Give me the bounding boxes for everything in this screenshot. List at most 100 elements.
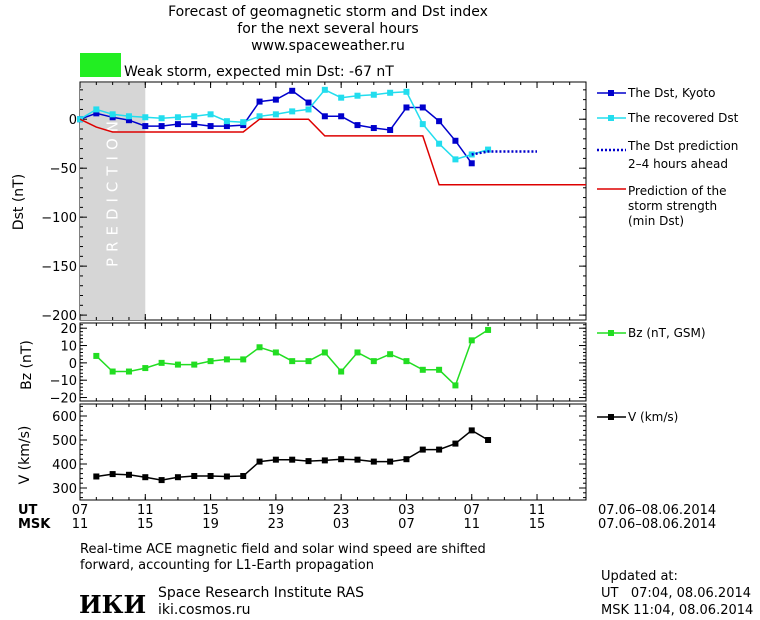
data-point (289, 358, 296, 365)
y-tick-label: −100 (41, 211, 77, 226)
legend-dst-kyoto: The Dst, Kyoto (627, 86, 715, 100)
data-point (191, 113, 198, 120)
data-point (223, 118, 230, 125)
series-2-0 (93, 427, 492, 484)
data-point (305, 358, 312, 365)
data-point (240, 473, 247, 479)
msk-axis-label: MSK (18, 517, 51, 532)
data-point (142, 365, 149, 372)
y-tick-label: 500 (52, 434, 77, 449)
data-point (125, 368, 132, 375)
series-0-2 (471, 150, 537, 156)
data-point (256, 98, 263, 105)
chart-website: www.spaceweather.ru (251, 38, 405, 54)
series-line (471, 150, 537, 156)
ut-axis-label: UT (18, 503, 38, 518)
data-point (354, 92, 361, 99)
data-point (256, 344, 263, 351)
msk-date-range: 07.06–08.06.2014 (598, 517, 716, 532)
data-point (370, 125, 377, 132)
data-point (338, 94, 345, 101)
data-point (256, 458, 263, 465)
data-point (452, 440, 459, 447)
data-point (338, 368, 345, 375)
data-point (191, 121, 198, 128)
data-point (240, 119, 247, 126)
data-point (109, 471, 116, 478)
legend-bz: Bz (nT, GSM) (628, 326, 706, 340)
updated-ut: UT 07:04, 08.06.2014 (601, 586, 751, 601)
msk-tick-label: 03 (333, 517, 350, 532)
velocity-legend: V (km/s) (597, 410, 678, 424)
data-point (93, 352, 100, 359)
data-point (436, 366, 443, 373)
data-point (191, 361, 198, 368)
storm-status-swatch (80, 53, 121, 77)
legend-storm-strength-line3: (min Dst) (628, 214, 684, 228)
data-point (354, 456, 361, 463)
velocity-panel-frame (79, 403, 587, 501)
msk-tick-label: 23 (268, 517, 285, 532)
data-point (485, 326, 492, 333)
data-point (419, 366, 426, 373)
data-point (125, 471, 132, 478)
chart-title: Forecast of geomagnetic storm and Dst in… (168, 4, 488, 20)
series-layer (77, 86, 586, 484)
data-point (256, 113, 263, 120)
storm-status-text: Weak storm, expected min Dst: -67 nT (124, 64, 394, 80)
data-point (436, 118, 443, 125)
series-line (96, 429, 489, 481)
data-point (468, 160, 475, 167)
dst-legend: The Dst, Kyoto The recovered Dst The Dst… (597, 86, 739, 228)
ut-tick-label: 15 (202, 503, 219, 518)
updated-msk: MSK 11:04, 08.06.2014 (601, 603, 753, 618)
msk-tick-label: 07 (398, 517, 415, 532)
data-point (403, 456, 410, 463)
y-tick-label: −10 (50, 374, 77, 389)
data-point (321, 86, 328, 93)
data-point (452, 382, 459, 389)
data-point (174, 361, 181, 368)
data-point (223, 123, 230, 130)
msk-tick-label: 15 (529, 517, 546, 532)
data-point (370, 458, 377, 465)
y-tick-label: 20 (60, 322, 77, 337)
data-point (403, 358, 410, 365)
data-point (272, 111, 279, 118)
data-point (158, 477, 165, 484)
data-point (109, 111, 116, 118)
data-point (207, 123, 214, 130)
data-point (93, 110, 100, 117)
data-point (125, 117, 132, 124)
ut-tick-label: 03 (398, 503, 415, 518)
data-point (354, 349, 361, 356)
msk-tick-label: 15 (137, 517, 154, 532)
data-point (387, 458, 394, 465)
data-point (174, 474, 181, 481)
prediction-label: PREDICTION (104, 115, 122, 267)
data-point (387, 89, 394, 96)
updated-label: Updated at: (601, 569, 678, 584)
legend-recovered-dst: The recovered Dst (627, 111, 739, 125)
data-point (174, 114, 181, 121)
data-point (321, 457, 328, 464)
data-point (125, 113, 132, 120)
data-point (370, 91, 377, 98)
data-point (419, 446, 426, 453)
data-point (109, 368, 116, 375)
ut-tick-label: 19 (268, 503, 285, 518)
institute-site: iki.cosmos.ru (158, 602, 250, 618)
msk-tick-label: 11 (463, 517, 480, 532)
data-point (191, 473, 198, 479)
data-point (419, 104, 426, 111)
data-point (436, 446, 443, 453)
data-point (142, 123, 149, 130)
series-1-0 (93, 326, 492, 389)
data-point (354, 122, 361, 129)
data-point (419, 121, 426, 128)
ut-tick-label: 11 (529, 503, 546, 518)
data-point (403, 88, 410, 95)
ut-tick-label: 23 (333, 503, 350, 518)
ut-tick-label: 07 (463, 503, 480, 518)
